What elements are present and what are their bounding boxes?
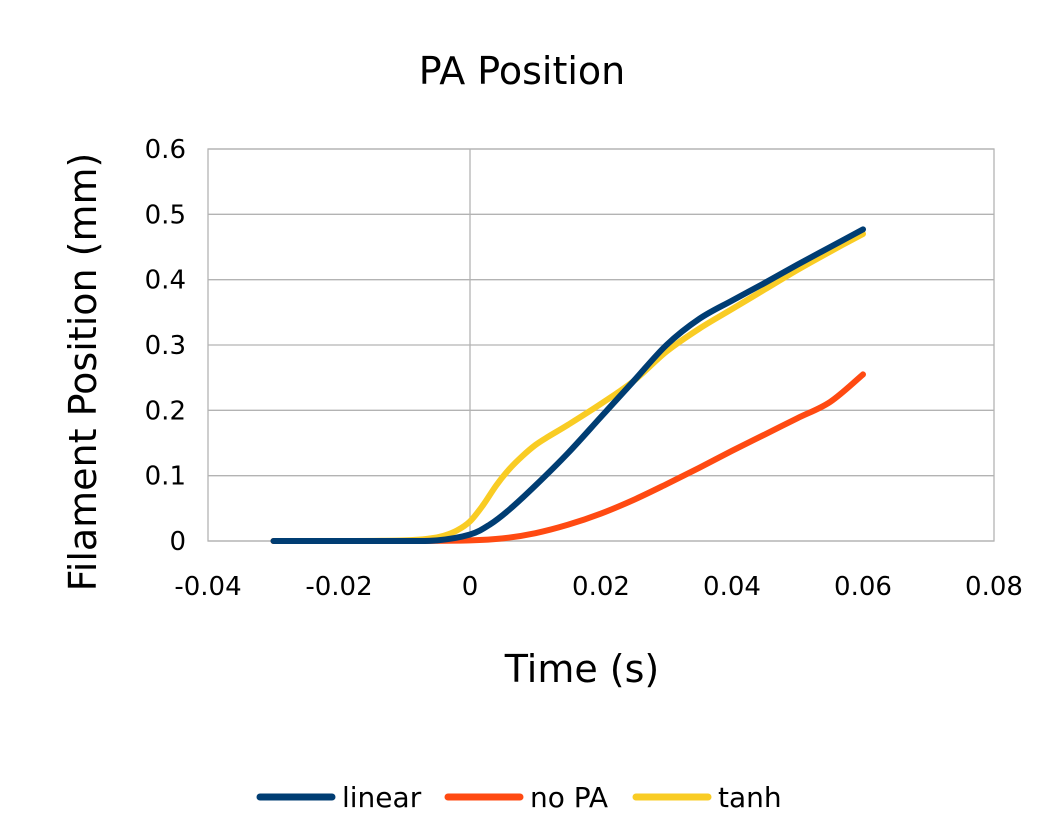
y-tick-labels: 0 0.1 0.2 0.3 0.4 0.5 0.6	[145, 135, 186, 557]
x-axis-label: Time (s)	[504, 647, 660, 691]
y-tick-label: 0.2	[145, 396, 186, 426]
chart-title: PA Position	[419, 49, 626, 93]
x-tick-label: 0.02	[572, 572, 630, 602]
series-line-no-pa	[270, 371, 866, 545]
x-tick-label: -0.04	[174, 572, 241, 602]
x-tick-label: 0	[462, 572, 479, 602]
x-tick-labels: -0.04 -0.02 0 0.02 0.04 0.06 0.08	[174, 572, 1023, 602]
plot-area	[207, 148, 995, 542]
y-axis-label: Filament Position (mm)	[61, 153, 105, 592]
y-tick-label: 0.5	[145, 200, 186, 230]
y-tick-label: 0	[169, 527, 186, 557]
legend-label-linear: linear	[342, 781, 422, 814]
series-line-linear	[270, 226, 866, 545]
y-tick-label: 0.3	[145, 331, 186, 361]
legend-label-tanh: tanh	[718, 781, 782, 814]
legend-label-no-pa: no PA	[530, 781, 608, 814]
x-tick-label: 0.04	[703, 572, 761, 602]
series-layer	[270, 226, 866, 545]
y-tick-label: 0.4	[145, 266, 186, 296]
y-tick-label: 0.1	[145, 462, 186, 492]
x-tick-label: 0.08	[965, 572, 1023, 602]
legend: linear no PA tanh	[256, 781, 782, 814]
x-tick-label: 0.06	[834, 572, 892, 602]
x-tick-label: -0.02	[305, 572, 372, 602]
y-tick-label: 0.6	[145, 135, 186, 165]
